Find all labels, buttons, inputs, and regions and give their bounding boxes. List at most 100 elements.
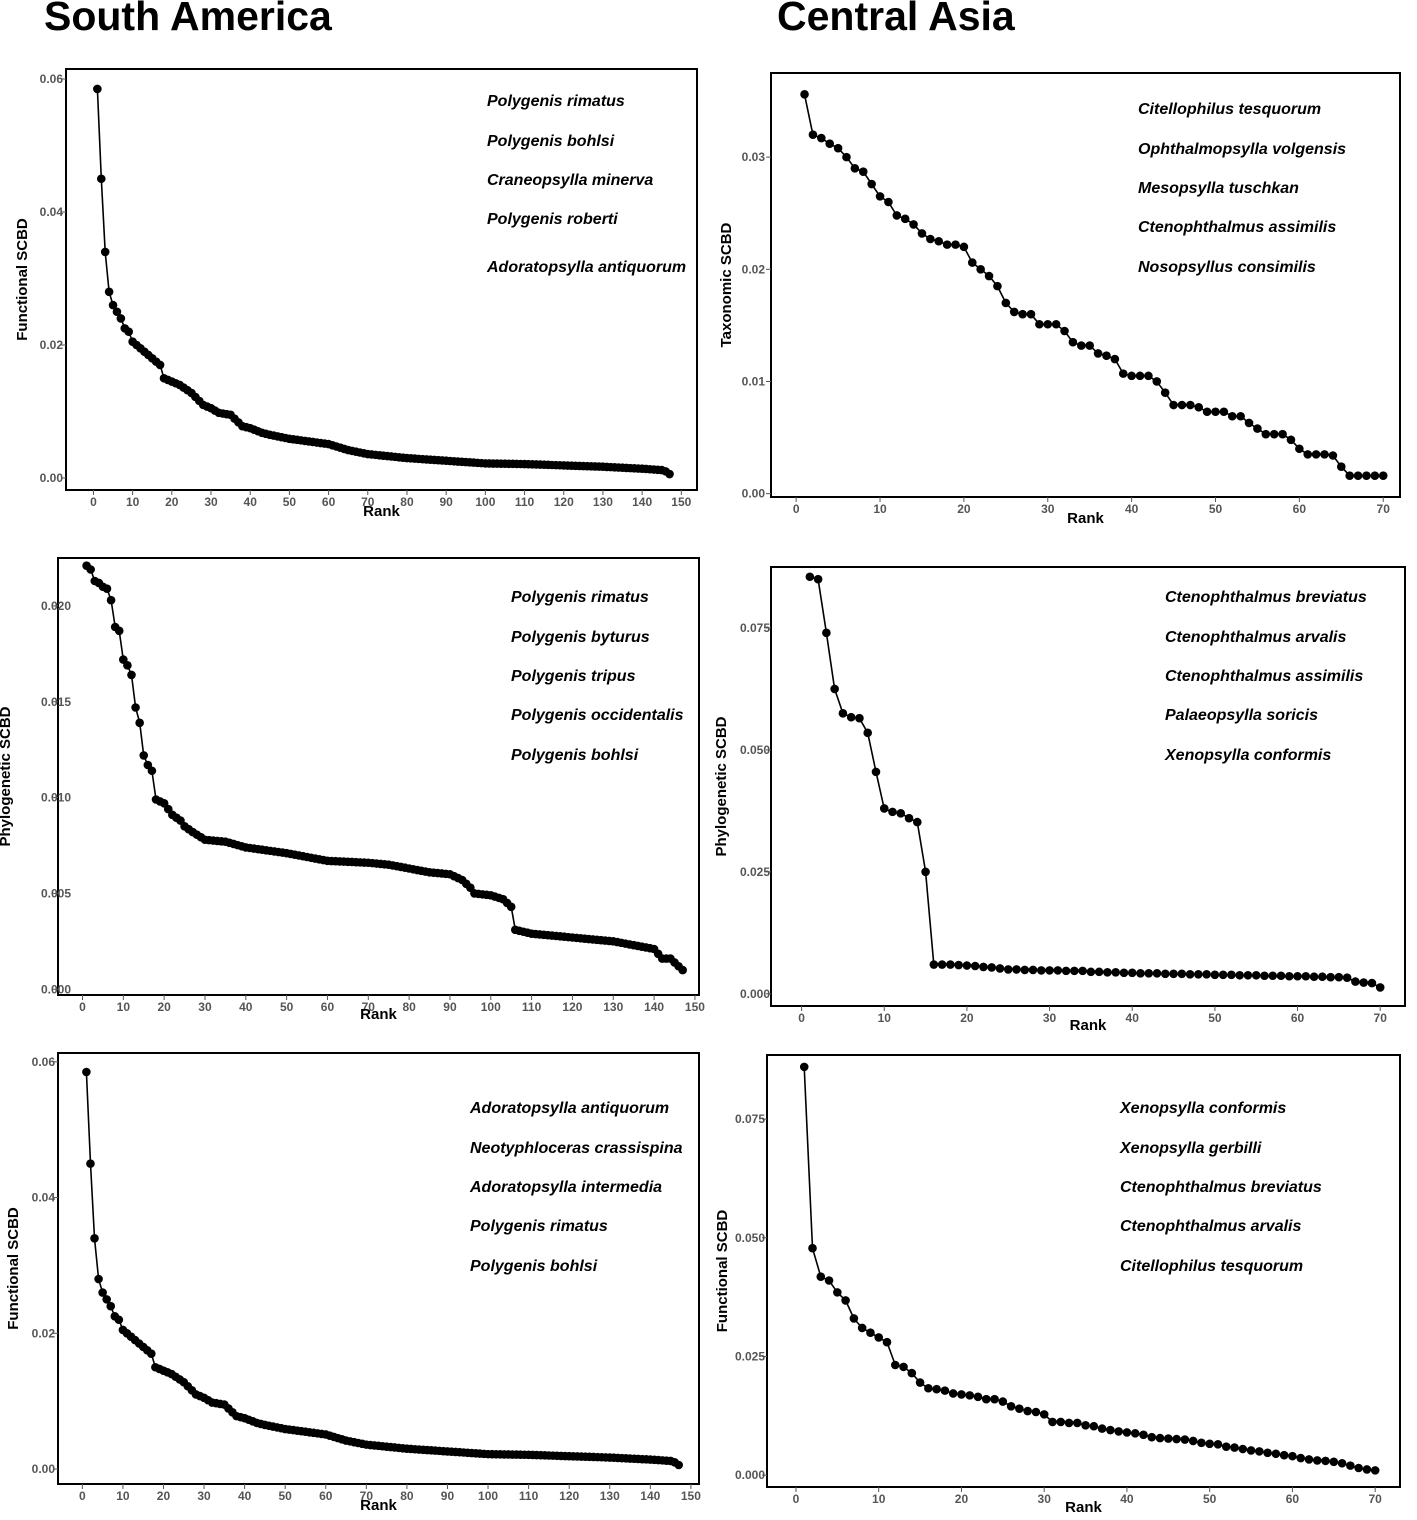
data-point <box>1336 462 1346 472</box>
plot-frame <box>57 557 700 996</box>
data-point <box>1056 1417 1066 1427</box>
data-point <box>993 281 1002 291</box>
x-tick-label: 60 <box>1293 502 1307 516</box>
data-point <box>1003 965 1013 974</box>
y-tick-label: 0.005 <box>41 886 71 900</box>
x-tick-label: 60 <box>322 495 336 509</box>
data-point <box>96 174 106 184</box>
y-tick-label: 0.000 <box>740 987 770 1001</box>
y-tick-label: 0.02 <box>40 338 64 352</box>
data-point <box>846 712 856 722</box>
x-axis-label: Rank <box>1067 510 1104 527</box>
x-tick-label: 70 <box>1377 502 1391 516</box>
species-label: Ctenophthalmus arvalis <box>1120 1218 1301 1235</box>
data-point <box>1035 319 1044 329</box>
data-point <box>892 211 902 220</box>
data-point <box>1177 969 1187 979</box>
data-point <box>1186 400 1195 410</box>
data-point <box>1139 1430 1148 1440</box>
data-point <box>857 1323 867 1333</box>
data-point <box>1078 966 1087 976</box>
data-point <box>1301 971 1311 981</box>
data-point <box>1251 970 1261 980</box>
data-point <box>1164 1434 1173 1443</box>
data-point <box>1346 1461 1355 1470</box>
data-point <box>665 469 674 479</box>
data-point <box>948 1389 958 1398</box>
data-point <box>1020 965 1030 975</box>
data-point <box>1144 371 1153 381</box>
data-point <box>1342 973 1352 983</box>
data-point <box>1127 968 1137 978</box>
data-point <box>1303 450 1313 459</box>
data-point <box>808 130 818 139</box>
data-point <box>879 804 889 813</box>
data-point <box>1246 1446 1256 1455</box>
data-point <box>1130 1429 1140 1438</box>
data-point <box>1097 1424 1107 1433</box>
x-tick-label: 30 <box>204 495 218 509</box>
species-label: Ctenophthalmus assimilis <box>1165 668 1363 685</box>
x-tick-label: 120 <box>562 1000 582 1014</box>
plot-frame <box>766 1054 1401 1488</box>
data-point <box>1244 418 1254 428</box>
data-point <box>1321 1456 1330 1466</box>
data-point <box>1235 970 1244 980</box>
data-point <box>913 817 922 827</box>
data-point <box>951 240 960 249</box>
species-label: Palaeopsylla soricis <box>1165 707 1318 724</box>
x-tick-label: 70 <box>360 1489 374 1503</box>
y-tick-label: 0.06 <box>32 1055 56 1069</box>
data-point <box>1359 978 1368 987</box>
data-point <box>932 1384 941 1394</box>
x-tick-label: 150 <box>671 495 691 509</box>
x-tick-label: 40 <box>1120 1492 1134 1506</box>
data-point <box>1211 407 1220 417</box>
y-tick-label: 0.020 <box>41 599 71 613</box>
data-point <box>1144 969 1154 978</box>
x-tick-label: 70 <box>361 495 375 509</box>
data-point <box>965 1391 975 1400</box>
data-point <box>1015 1404 1024 1413</box>
data-point <box>813 574 823 584</box>
data-point <box>909 220 918 229</box>
y-tick-label: 0.02 <box>32 1326 56 1340</box>
x-tick-label: 130 <box>600 1489 620 1503</box>
data-point <box>139 751 149 760</box>
data-point <box>1028 965 1038 975</box>
data-point <box>1110 354 1120 364</box>
species-label: Adoratopsylla intermedia <box>469 1179 662 1196</box>
species-label: Adoratopsylla antiquorum <box>486 259 686 276</box>
data-point <box>1111 968 1120 977</box>
data-point <box>1036 966 1046 975</box>
plot-frame <box>770 566 1406 1007</box>
x-tick-label: 20 <box>165 495 179 509</box>
species-label: Neotyphloceras crassispina <box>470 1140 683 1157</box>
data-point <box>805 572 815 582</box>
data-point <box>800 90 809 99</box>
species-label: Craneopsylla minerva <box>487 172 653 189</box>
data-point <box>1210 970 1220 980</box>
data-point <box>946 960 955 969</box>
species-label: Polygenis occidentalis <box>511 707 684 724</box>
data-point <box>1197 1438 1206 1448</box>
x-tick-label: 110 <box>515 495 535 509</box>
species-label: Polygenis byturus <box>511 629 650 646</box>
x-tick-label: 30 <box>1038 1492 1052 1506</box>
data-point <box>1375 983 1385 992</box>
data-point <box>816 1272 826 1281</box>
data-point <box>1337 1458 1347 1468</box>
data-point <box>1202 969 1211 979</box>
data-point <box>799 1062 809 1072</box>
data-point <box>1060 326 1069 336</box>
data-point <box>929 960 939 969</box>
x-axis-label: Rank <box>360 1006 397 1023</box>
data-point <box>1152 969 1162 978</box>
x-tick-label: 0 <box>79 1489 86 1503</box>
data-point <box>1263 1448 1272 1458</box>
data-point <box>1018 309 1027 319</box>
x-tick-label: 110 <box>522 1000 542 1014</box>
